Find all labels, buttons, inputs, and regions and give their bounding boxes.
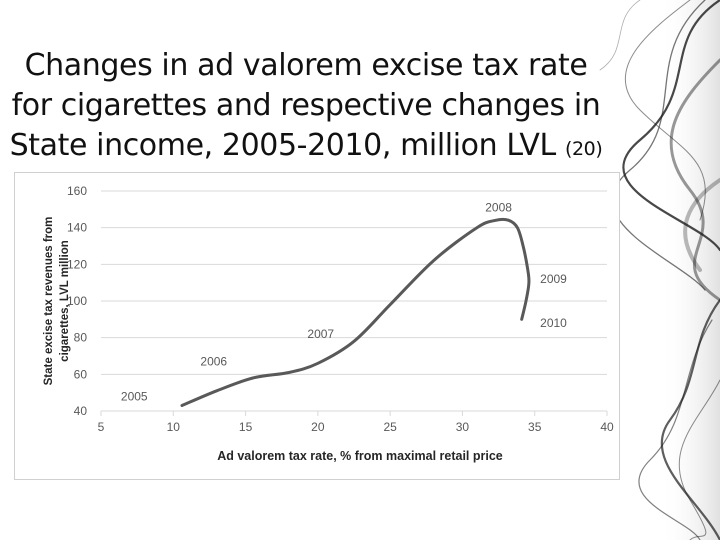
x-tick-label: 5 [98,420,105,434]
title-line-3: State income, 2005-2010, million LVL [9,128,557,164]
title-reference: (20) [564,138,603,161]
year-annotation: 2006 [200,355,227,369]
year-annotation: 2009 [540,272,567,286]
series-layer [180,217,531,407]
y-tick-label: 80 [74,331,88,345]
title-line-1: Changes in ad valorem excise tax rate [24,48,588,84]
y-axis-label-line-1: State excise tax revenues from [43,217,55,386]
year-annotation: 2007 [307,327,334,341]
year-annotation: 2010 [540,316,567,330]
y-axis-label-line-2: cigarettes, LVL million [59,240,71,362]
slide-title: Changes in ad valorem excise tax rate fo… [0,46,612,169]
x-tick-label: 30 [456,420,470,434]
y-tick-label: 100 [67,294,87,308]
y-tick-label: 40 [74,404,88,418]
annotations: 2005 2006 2007 2008 2009 2010 [121,201,567,404]
x-tick-label: 20 [311,420,325,434]
x-tick-label: 40 [600,420,614,434]
gridlines [100,190,608,416]
x-tick-label: 35 [528,420,542,434]
x-tick-label: 10 [167,420,181,434]
title-line-2: for cigarettes and respective changes in [11,88,601,124]
series-line [180,217,531,407]
x-tick-label: 25 [383,420,397,434]
x-tick-label: 15 [239,420,253,434]
chart-container: 40 60 80 100 120 140 160 5 10 15 20 25 30 35 40 2005 20… [14,172,620,480]
year-annotation: 2005 [121,389,148,403]
y-tick-label: 160 [67,184,87,198]
year-annotation: 2008 [485,201,512,215]
tick-labels: 40 60 80 100 120 140 160 5 10 15 20 25 30 35 40 [67,184,614,434]
y-tick-label: 60 [74,367,88,381]
y-tick-label: 140 [67,221,87,235]
y-tick-label: 120 [67,257,87,271]
x-axis-label: Ad valorem tax rate, % from maximal reta… [217,449,503,463]
